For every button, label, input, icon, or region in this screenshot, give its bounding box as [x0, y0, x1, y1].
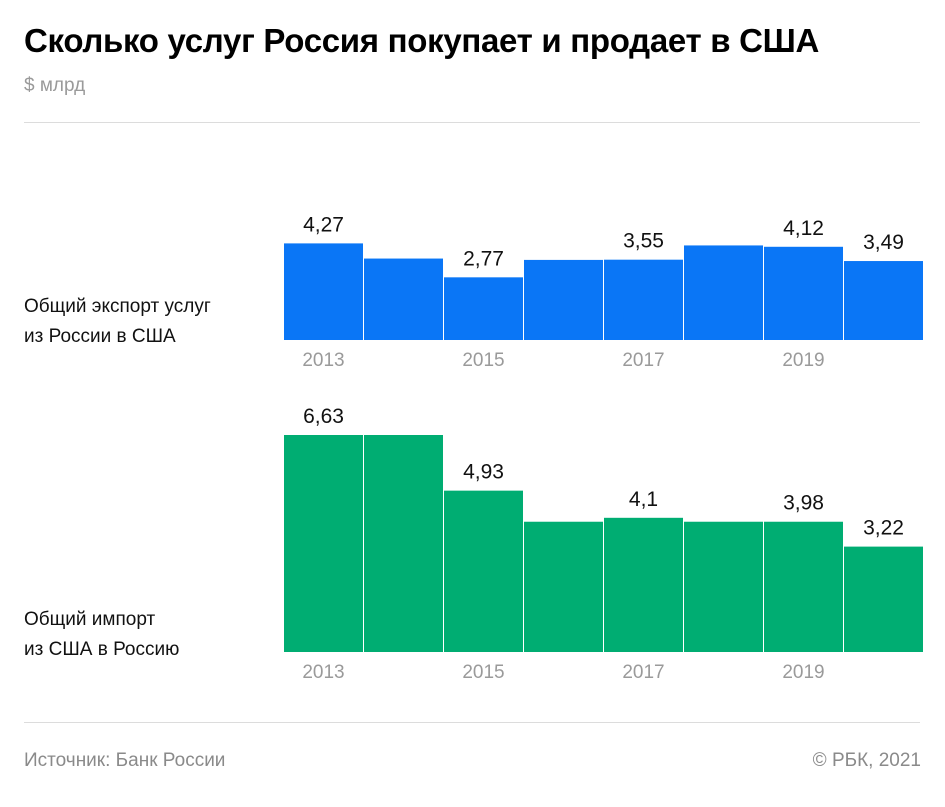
export-tick-label-2013: 2013: [302, 350, 344, 371]
export-chart-svg: 4,27 2013 2,77 2015 3,55 2017 4,12 2019 3,49: [284, 213, 923, 371]
import-data-label-2019: 3,98: [783, 492, 824, 515]
import-data-label-2013: 6,63: [303, 405, 344, 428]
import-bar-2014: [364, 435, 443, 652]
export-label-line1: Общий экспорт услуг: [24, 296, 211, 317]
import-bar-2017: [604, 517, 683, 652]
export-bar-2014: [364, 258, 443, 340]
import-label-line1: Общий импорт: [24, 609, 156, 630]
export-bar-2018: [684, 245, 763, 340]
import-bar-2020: [844, 546, 923, 652]
import-bar-2013: [284, 435, 363, 652]
export-bar-chart: 4,27 2013 2,77 2015 3,55 2017 4,12 2019 3,49: [270, 150, 930, 380]
source-note: Источник: Банк России: [24, 750, 226, 771]
page-title: Сколько услуг Россия покупает и продает …: [24, 22, 820, 59]
import-tick-label-2013: 2013: [302, 662, 344, 683]
export-bar-2015: [444, 277, 523, 340]
bottom-divider: [24, 722, 920, 723]
export-tick-label-2017: 2017: [622, 350, 664, 371]
export-bar-2017: [604, 259, 683, 340]
import-bar-chart: 6,63 2013 4,93 2015 4,1 2017 3,98 2019 3,22: [270, 395, 930, 692]
import-data-label-2020: 3,22: [863, 517, 904, 540]
export-panel-label: Общий экспорт услуг из России в США: [24, 292, 211, 352]
import-data-label-2017: 4,1: [629, 488, 658, 511]
import-chart-svg: 6,63 2013 4,93 2015 4,1 2017 3,98 2019 3,22: [284, 405, 923, 683]
export-bar-2016: [524, 259, 603, 340]
import-bar-2015: [444, 490, 523, 652]
import-bar-2019: [764, 521, 843, 652]
import-data-label-2015: 4,93: [463, 461, 504, 484]
export-data-label-2015: 2,77: [463, 247, 504, 270]
export-label-line2: из России в США: [24, 326, 176, 347]
import-tick-label-2015: 2015: [462, 662, 504, 683]
export-data-label-2017: 3,55: [623, 230, 664, 253]
export-bar-2020: [844, 261, 923, 340]
export-tick-label-2015: 2015: [462, 350, 504, 371]
import-tick-label-2017: 2017: [622, 662, 664, 683]
import-bar-2018: [684, 521, 763, 652]
copyright-note: © РБК, 2021: [812, 750, 921, 771]
import-bar-2016: [524, 521, 603, 652]
export-tick-label-2019: 2019: [782, 350, 824, 371]
export-data-label-2020: 3,49: [863, 231, 904, 254]
export-bar-2013: [284, 243, 363, 340]
import-label-line2: из США в Россию: [24, 639, 180, 660]
export-data-label-2013: 4,27: [303, 213, 344, 236]
import-tick-label-2019: 2019: [782, 662, 824, 683]
unit-subtitle: $ млрд: [24, 75, 86, 96]
export-bar-2019: [764, 246, 843, 340]
top-divider: [24, 122, 920, 123]
import-panel-label: Общий импорт из США в Россию: [24, 605, 179, 665]
export-data-label-2019: 4,12: [783, 217, 824, 240]
